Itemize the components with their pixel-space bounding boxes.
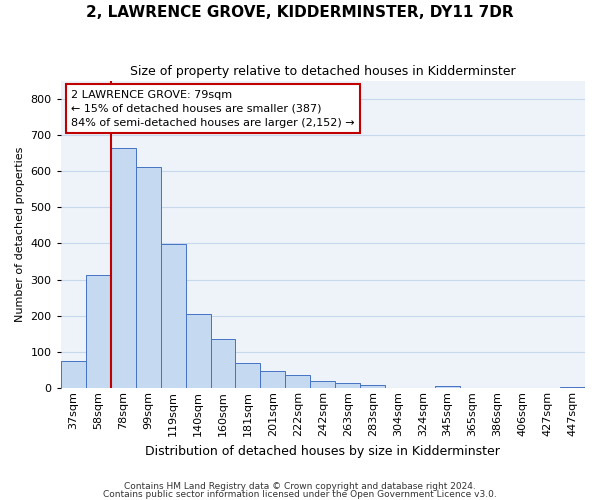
- Bar: [435, 386, 460, 388]
- Text: 2 LAWRENCE GROVE: 79sqm
← 15% of detached houses are smaller (387)
84% of semi-d: 2 LAWRENCE GROVE: 79sqm ← 15% of detache…: [71, 90, 355, 128]
- Bar: [560, 387, 585, 388]
- Bar: [61, 361, 86, 388]
- Bar: [335, 383, 361, 388]
- Bar: [136, 166, 161, 388]
- Text: 2, LAWRENCE GROVE, KIDDERMINSTER, DY11 7DR: 2, LAWRENCE GROVE, KIDDERMINSTER, DY11 7…: [86, 5, 514, 20]
- Bar: [161, 244, 185, 388]
- Bar: [211, 338, 235, 388]
- Text: Contains HM Land Registry data © Crown copyright and database right 2024.: Contains HM Land Registry data © Crown c…: [124, 482, 476, 491]
- X-axis label: Distribution of detached houses by size in Kidderminster: Distribution of detached houses by size …: [145, 444, 500, 458]
- Bar: [235, 363, 260, 388]
- Bar: [361, 384, 385, 388]
- Bar: [260, 371, 286, 388]
- Bar: [185, 314, 211, 388]
- Y-axis label: Number of detached properties: Number of detached properties: [15, 146, 25, 322]
- Title: Size of property relative to detached houses in Kidderminster: Size of property relative to detached ho…: [130, 65, 515, 78]
- Text: Contains public sector information licensed under the Open Government Licence v3: Contains public sector information licen…: [103, 490, 497, 499]
- Bar: [86, 276, 110, 388]
- Bar: [310, 381, 335, 388]
- Bar: [110, 148, 136, 388]
- Bar: [286, 375, 310, 388]
